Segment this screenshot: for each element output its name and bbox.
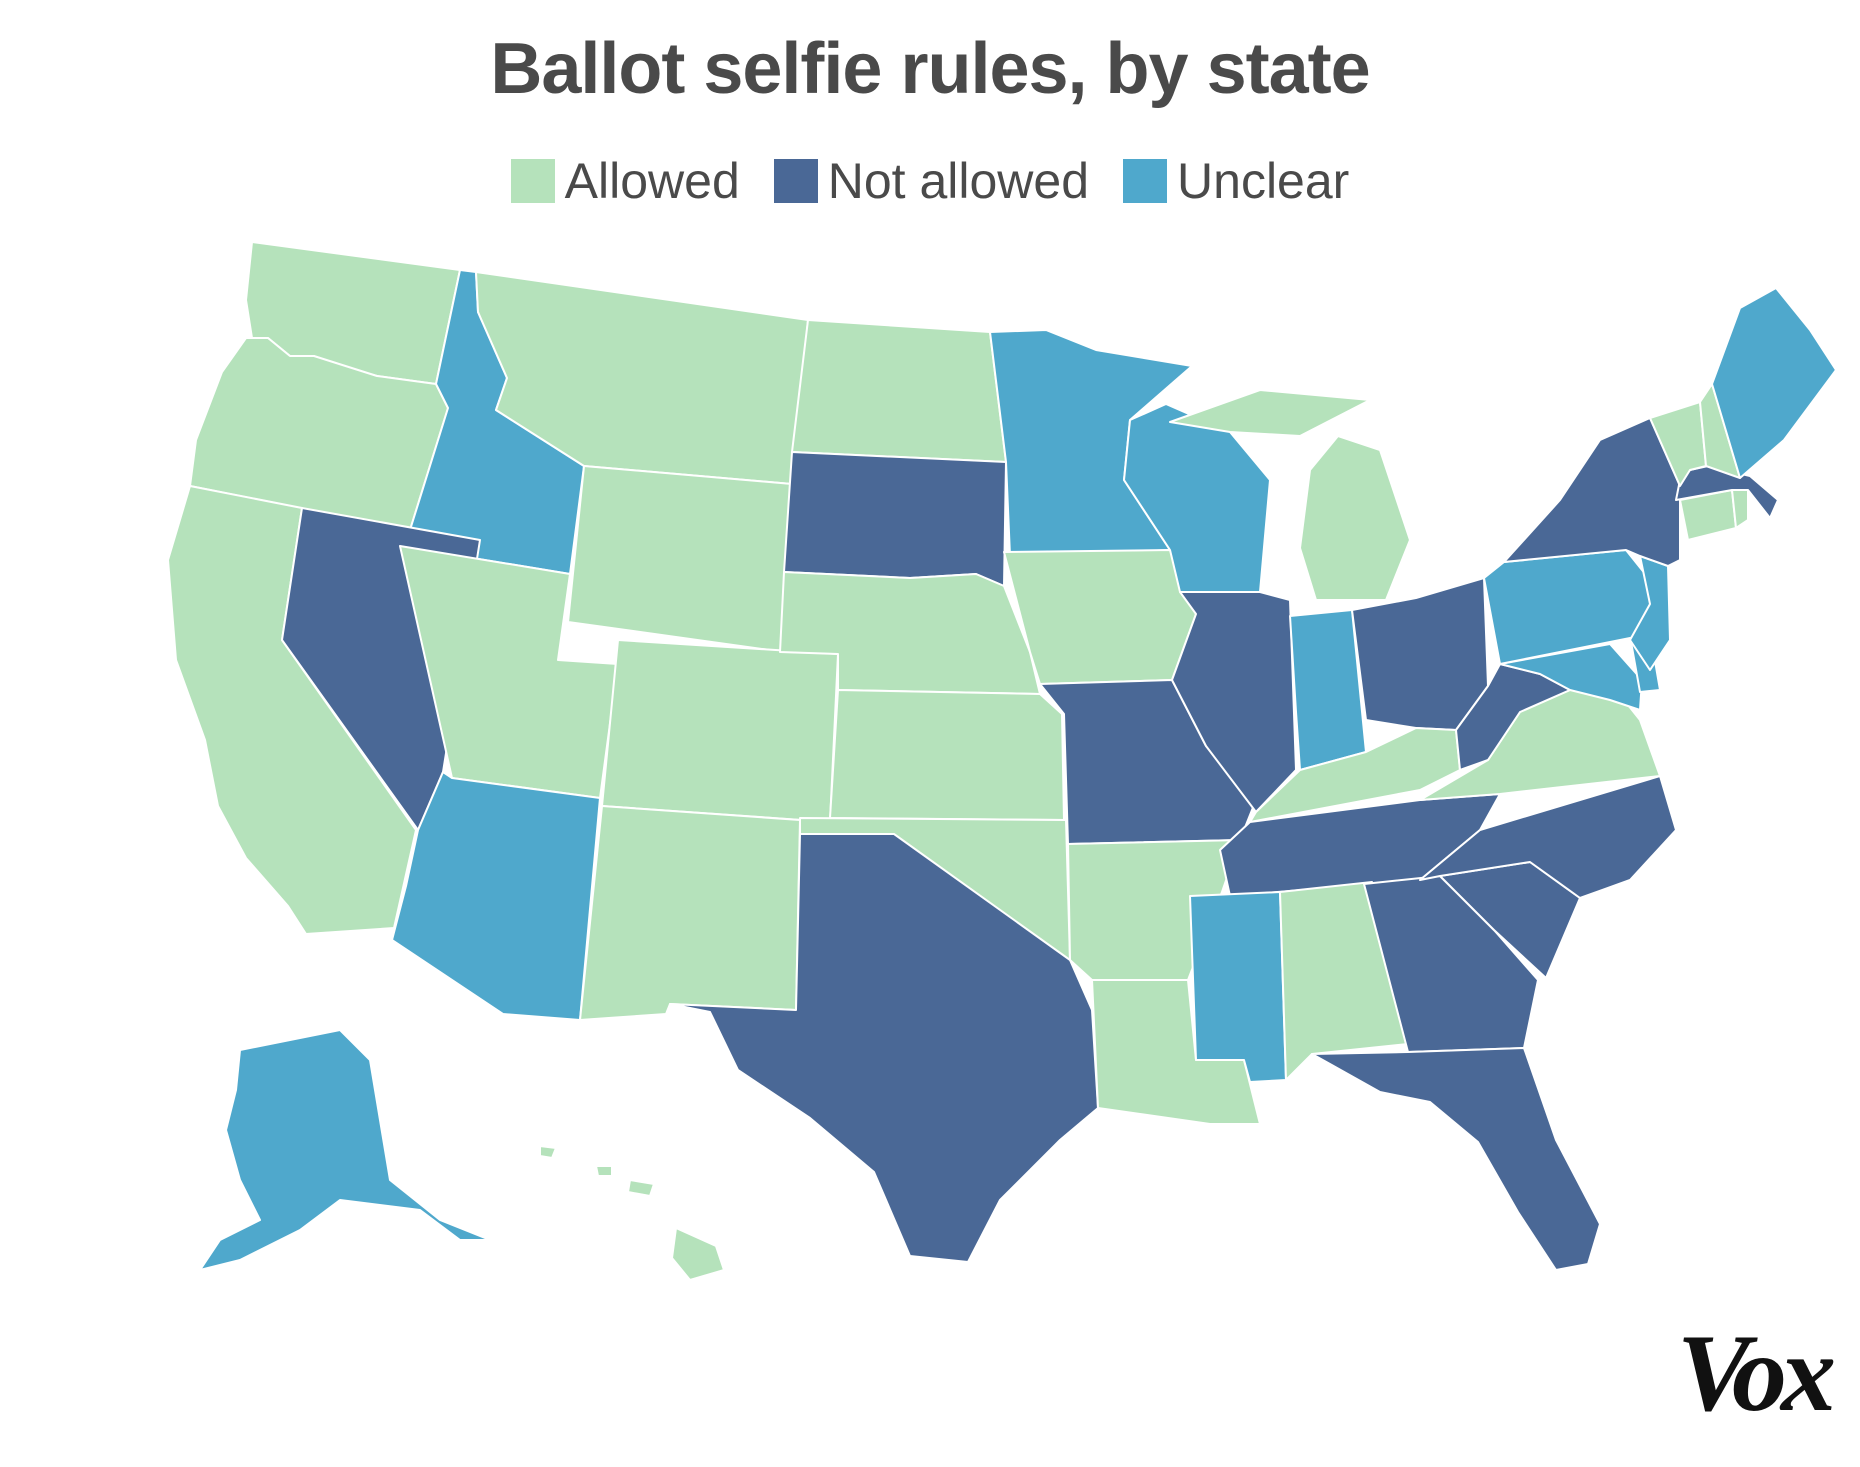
state-co	[601, 639, 839, 823]
state-nd	[791, 319, 1007, 463]
state-vt	[1649, 401, 1707, 487]
state-pa	[1483, 549, 1651, 665]
state-mi	[1169, 389, 1411, 601]
state-ks	[829, 689, 1065, 821]
legend-item-not-allowed: Not allowed	[773, 152, 1090, 210]
state-ri	[1731, 489, 1749, 529]
state-az	[391, 771, 601, 1021]
legend-swatch-unclear	[1123, 159, 1168, 203]
legend-item-allowed: Allowed	[510, 152, 740, 210]
state-nm	[579, 805, 801, 1021]
state-sd	[783, 451, 1007, 587]
state-fl	[1311, 1047, 1601, 1271]
state-ia	[1003, 549, 1197, 685]
state-la	[1091, 979, 1261, 1125]
state-wi	[1123, 403, 1271, 593]
legend-swatch-not-allowed	[773, 159, 818, 203]
state-ak	[199, 1029, 491, 1271]
state-md	[1499, 643, 1643, 711]
legend-label-not-allowed: Not allowed	[827, 153, 1090, 209]
legend-item-unclear: Unclear	[1123, 152, 1349, 210]
state-nc	[1419, 775, 1677, 899]
state-hi	[539, 1145, 725, 1281]
legend-swatch-allowed	[510, 159, 555, 203]
legend-label-allowed: Allowed	[564, 153, 740, 209]
state-ms	[1189, 891, 1287, 1083]
legend-label-unclear: Unclear	[1177, 153, 1350, 209]
map-title: Ballot selfie rules, by state	[490, 29, 1370, 109]
legend: Allowed Not allowed Unclear	[0, 152, 1860, 210]
state-wy	[567, 465, 793, 653]
state-ny	[1503, 417, 1681, 567]
vox-logo: Vox	[1676, 1312, 1836, 1434]
state-ne	[779, 571, 1041, 695]
state-me	[1711, 287, 1837, 479]
